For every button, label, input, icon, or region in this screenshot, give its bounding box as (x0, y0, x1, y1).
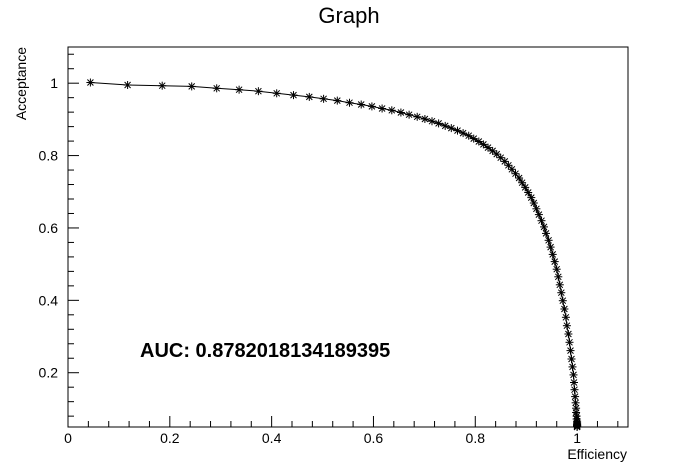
data-point (515, 174, 524, 182)
data-point (187, 82, 196, 91)
data-point (158, 81, 167, 90)
data-point (345, 98, 354, 107)
data-point (568, 362, 577, 371)
data-point (529, 199, 538, 207)
data-point (272, 89, 281, 98)
data-point (212, 84, 221, 93)
x-tick-label: 0.4 (262, 430, 282, 446)
data-point (564, 330, 573, 338)
data-point (254, 87, 263, 96)
data-point (558, 296, 567, 305)
roc-curve-line (90, 82, 578, 427)
plot-area: 0 0.2 0.4 0.6 0.8 1 0.2 0.4 0.6 0.8 1 (39, 46, 629, 446)
x-axis-label: Efficiency (567, 446, 627, 462)
y-axis-label: Acceptance (13, 47, 29, 120)
data-point (521, 183, 530, 192)
data-point (333, 96, 342, 105)
data-point (518, 178, 527, 187)
data-point (441, 121, 450, 130)
data-point (552, 265, 561, 274)
data-point (484, 143, 492, 152)
data-point (562, 321, 571, 330)
data-point (548, 250, 557, 259)
data-point (573, 423, 582, 431)
data-point (319, 94, 328, 103)
data-point (405, 110, 414, 119)
data-point (569, 370, 578, 379)
data-point (566, 346, 575, 355)
data-point (434, 119, 443, 128)
data-point (378, 104, 387, 113)
data-point (565, 338, 574, 347)
x-tick-label: 0 (64, 430, 72, 446)
y-tick-label: 0.6 (39, 220, 59, 236)
data-point (567, 355, 576, 363)
data-point (396, 108, 405, 117)
chart-title: Graph (318, 3, 379, 28)
data-point (554, 272, 563, 281)
data-point (413, 112, 422, 121)
y-tick-label: 0.4 (39, 292, 59, 308)
data-point (479, 140, 488, 149)
data-point (387, 106, 396, 115)
data-point (367, 102, 376, 111)
data-point (561, 313, 570, 322)
data-point (507, 165, 516, 174)
x-tick-label: 1 (573, 430, 581, 446)
data-point (560, 305, 569, 313)
data-point (420, 115, 429, 123)
data-point (488, 146, 497, 155)
x-tick-label: 0.6 (364, 430, 384, 446)
data-point (235, 85, 244, 94)
data-point (474, 137, 483, 146)
x-tick-label: 0.2 (160, 430, 180, 446)
plot-frame (67, 46, 629, 428)
data-point (540, 222, 548, 231)
data-point (546, 243, 555, 252)
data-point (537, 216, 546, 225)
y-tick-label: 0.2 (39, 365, 59, 381)
data-point (544, 236, 553, 245)
data-point (570, 385, 579, 394)
data-point (123, 81, 132, 89)
data-point (428, 117, 436, 126)
data-point (534, 210, 543, 219)
data-point (542, 229, 550, 238)
data-point (447, 124, 456, 133)
y-tick-label: 1 (50, 75, 58, 91)
data-point (557, 288, 566, 297)
data-point (571, 398, 580, 407)
data-point (86, 78, 95, 87)
x-tick-label: 0.8 (466, 430, 486, 446)
data-point (289, 91, 298, 100)
data-point (464, 131, 473, 140)
data-point (357, 100, 366, 109)
auc-annotation: AUC: 0.8782018134189395 (140, 340, 390, 362)
y-tick-label: 0.8 (39, 148, 59, 164)
data-point (305, 92, 314, 101)
data-point (550, 257, 559, 266)
data-point (570, 378, 578, 387)
data-point (555, 280, 564, 289)
